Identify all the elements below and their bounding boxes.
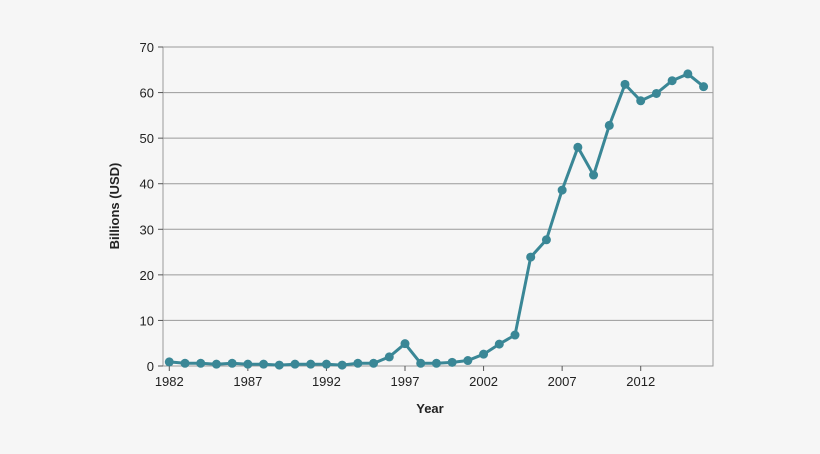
data-point xyxy=(651,88,661,98)
data-point xyxy=(321,359,331,369)
data-point xyxy=(589,170,599,180)
data-point xyxy=(699,82,709,92)
data-point xyxy=(447,357,457,367)
grid-lines xyxy=(163,92,713,321)
data-point xyxy=(400,339,410,349)
y-tick-label: 40 xyxy=(140,177,154,192)
y-axis-title: Billions (USD) xyxy=(107,163,122,250)
x-tick-label: 2012 xyxy=(626,374,655,389)
x-axis: 1982 1987 1992 1997 2002 2007 2012 xyxy=(155,366,655,389)
data-point xyxy=(353,358,363,368)
x-tick-label: 1992 xyxy=(312,374,341,389)
data-point xyxy=(369,358,379,368)
x-axis-title: Year xyxy=(416,401,443,416)
x-tick-label: 1997 xyxy=(391,374,420,389)
y-tick-label: 10 xyxy=(140,313,154,328)
data-point xyxy=(463,356,473,366)
data-point xyxy=(274,360,284,370)
plot-frame xyxy=(162,46,714,367)
data-point xyxy=(479,349,489,359)
data-point xyxy=(211,359,221,369)
data-point xyxy=(290,359,300,369)
data-point xyxy=(636,96,646,106)
data-point xyxy=(431,358,441,368)
data-point xyxy=(227,358,237,368)
series-line xyxy=(169,72,705,367)
data-point xyxy=(259,359,269,369)
y-tick-label: 60 xyxy=(140,86,154,101)
x-tick-label: 2007 xyxy=(548,374,577,389)
data-point xyxy=(164,357,174,367)
y-tick-label: 50 xyxy=(140,131,154,146)
data-point xyxy=(494,339,504,349)
data-point xyxy=(196,358,206,368)
data-point xyxy=(667,76,677,86)
data-point xyxy=(306,359,316,369)
data-point xyxy=(337,360,347,370)
data-point xyxy=(683,69,693,79)
data-point xyxy=(557,185,567,195)
data-point xyxy=(604,120,614,130)
data-point xyxy=(384,352,394,362)
data-point xyxy=(541,235,551,245)
data-point xyxy=(510,330,520,340)
data-point xyxy=(573,142,583,152)
data-point xyxy=(416,358,426,368)
data-point xyxy=(620,79,630,89)
data-point xyxy=(180,358,190,368)
y-axis: 0 10 20 30 40 50 60 70 xyxy=(140,40,163,374)
y-tick-label: 20 xyxy=(140,268,154,283)
series-group xyxy=(164,69,709,370)
y-tick-label: 0 xyxy=(147,359,154,374)
y-tick-label: 30 xyxy=(140,222,154,237)
x-tick-label: 2002 xyxy=(469,374,498,389)
x-tick-label: 1987 xyxy=(233,374,262,389)
y-tick-label: 70 xyxy=(140,40,154,55)
data-point xyxy=(526,252,536,262)
data-point xyxy=(243,359,253,369)
x-tick-label: 1982 xyxy=(155,374,184,389)
